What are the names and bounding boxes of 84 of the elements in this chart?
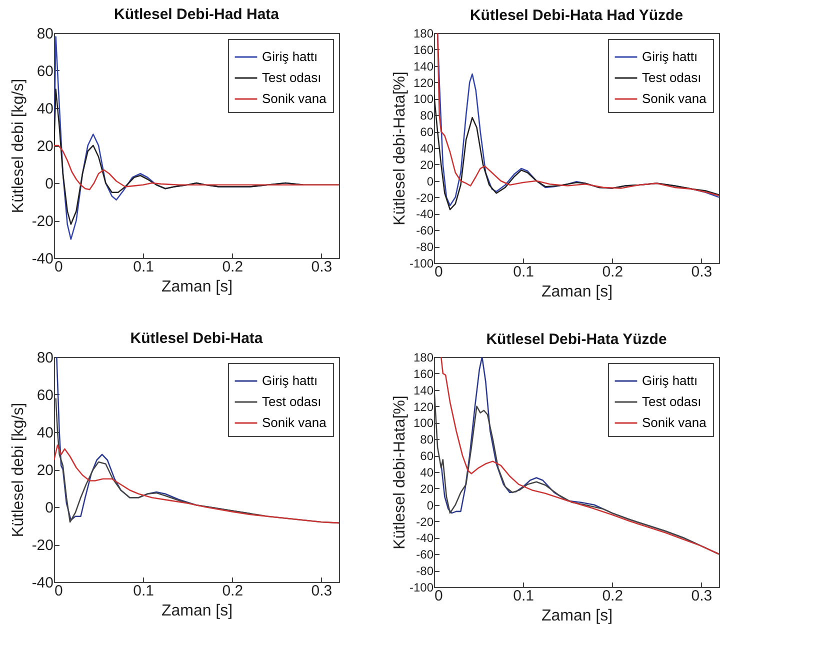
y-tick-label: 100	[413, 92, 434, 106]
y-tick-label: 40	[36, 100, 54, 118]
y-tick-label: 0	[426, 174, 434, 188]
y-tick-label: 180	[413, 350, 434, 364]
x-tick-label: 0.3	[691, 264, 712, 280]
x-axis-title: Zaman [s]	[541, 608, 613, 624]
chart-title: Kütlesel Debi-Had Hata	[114, 6, 280, 23]
line-series	[54, 144, 339, 190]
x-axis-title: Zaman [s]	[541, 284, 613, 300]
y-tick-label: -100	[409, 580, 434, 594]
y-tick-label: -40	[32, 250, 54, 268]
chart-title: Kütlesel Debi-Hata	[130, 330, 264, 347]
y-tick-label: -20	[416, 190, 434, 205]
y-axis-title: Kütlesel debi-Hata[%]	[391, 72, 408, 226]
y-tick-label: 120	[413, 76, 434, 90]
y-tick-label: -100	[409, 256, 434, 270]
chart-title: Kütlesel Debi-Hata Had Yüzde	[470, 7, 684, 24]
y-tick-label: 40	[420, 142, 434, 156]
y-tick-label: 120	[413, 400, 434, 414]
y-tick-label: 160	[413, 42, 434, 57]
y-tick-label: 40	[36, 424, 54, 442]
y-axis-title: Kütlesel debi-Hata[%]	[391, 396, 408, 550]
y-tick-label: 80	[420, 108, 434, 123]
legend-label: Test odası	[642, 394, 702, 409]
y-tick-label: 40	[420, 466, 434, 480]
y-tick-label: 160	[413, 366, 434, 381]
y-tick-label: 100	[413, 416, 434, 430]
line-series	[440, 357, 719, 555]
y-axis-title: Kütlesel debi [kg/s]	[10, 78, 27, 214]
x-tick-label: 0.3	[311, 258, 332, 276]
y-tick-label: -60	[416, 548, 434, 562]
y-tick-label: 0	[45, 500, 54, 516]
y-tick-label: -80	[416, 564, 434, 578]
x-tick-label: 0.1	[133, 258, 154, 276]
y-tick-label: -20	[416, 514, 434, 529]
y-tick-label: 180	[413, 26, 434, 40]
y-tick-label: 20	[420, 482, 434, 496]
y-tick-label: -40	[32, 574, 54, 592]
y-tick-label: 0	[426, 498, 434, 512]
y-tick-label: 80	[36, 350, 54, 366]
y-tick-label: 60	[36, 387, 54, 404]
chart-title: Kütlesel Debi-Hata Yüzde	[486, 331, 667, 348]
legend-label: Sonik vana	[642, 415, 708, 430]
y-tick-label: 140	[413, 59, 434, 74]
y-axis-title: Kütlesel debi [kg/s]	[10, 402, 27, 538]
y-tick-label: 60	[36, 63, 54, 80]
x-tick-label: 0.2	[602, 264, 624, 280]
legend-label: Giriş hattı	[642, 49, 698, 64]
legend-label: Test odası	[262, 70, 322, 85]
legend-label: Test odası	[642, 70, 702, 85]
x-tick-label: 0.3	[311, 582, 332, 600]
y-tick-label: -40	[416, 207, 434, 222]
y-tick-label: -40	[416, 531, 434, 546]
x-tick-label: 0.1	[133, 582, 154, 600]
y-tick-label: 20	[36, 462, 54, 479]
legend-label: Test odası	[262, 394, 322, 409]
x-tick-label: 0.2	[222, 258, 244, 276]
y-tick-label: -60	[416, 224, 434, 238]
x-tick-label: 0.3	[691, 588, 712, 604]
x-tick-label: 0.1	[513, 264, 534, 280]
legend-label: Sonik vana	[262, 415, 328, 430]
y-tick-label: 140	[413, 383, 434, 398]
y-tick-label: 0	[45, 176, 54, 192]
y-tick-label: 20	[420, 158, 434, 172]
x-axis-title: Zaman [s]	[161, 278, 233, 296]
x-tick-label: 0.2	[222, 582, 244, 600]
y-tick-label: 60	[420, 449, 434, 464]
legend-label: Giriş hattı	[642, 373, 698, 388]
line-series	[54, 444, 339, 524]
x-tick-label: 0.1	[513, 588, 534, 604]
y-tick-label: 60	[420, 125, 434, 140]
legend-label: Giriş hattı	[262, 49, 318, 64]
legend-label: Giriş hattı	[262, 373, 318, 388]
line-series	[434, 94, 719, 210]
y-tick-label: 20	[36, 138, 54, 155]
legend-label: Sonik vana	[262, 91, 328, 106]
y-tick-label: -20	[32, 537, 54, 554]
y-tick-label: 80	[36, 26, 54, 42]
x-axis-title: Zaman [s]	[161, 602, 233, 620]
legend-label: Sonik vana	[642, 91, 708, 106]
y-tick-label: -20	[32, 213, 54, 230]
x-tick-label: 0.2	[602, 588, 624, 604]
y-tick-label: -80	[416, 240, 434, 254]
y-tick-label: 80	[420, 432, 434, 447]
